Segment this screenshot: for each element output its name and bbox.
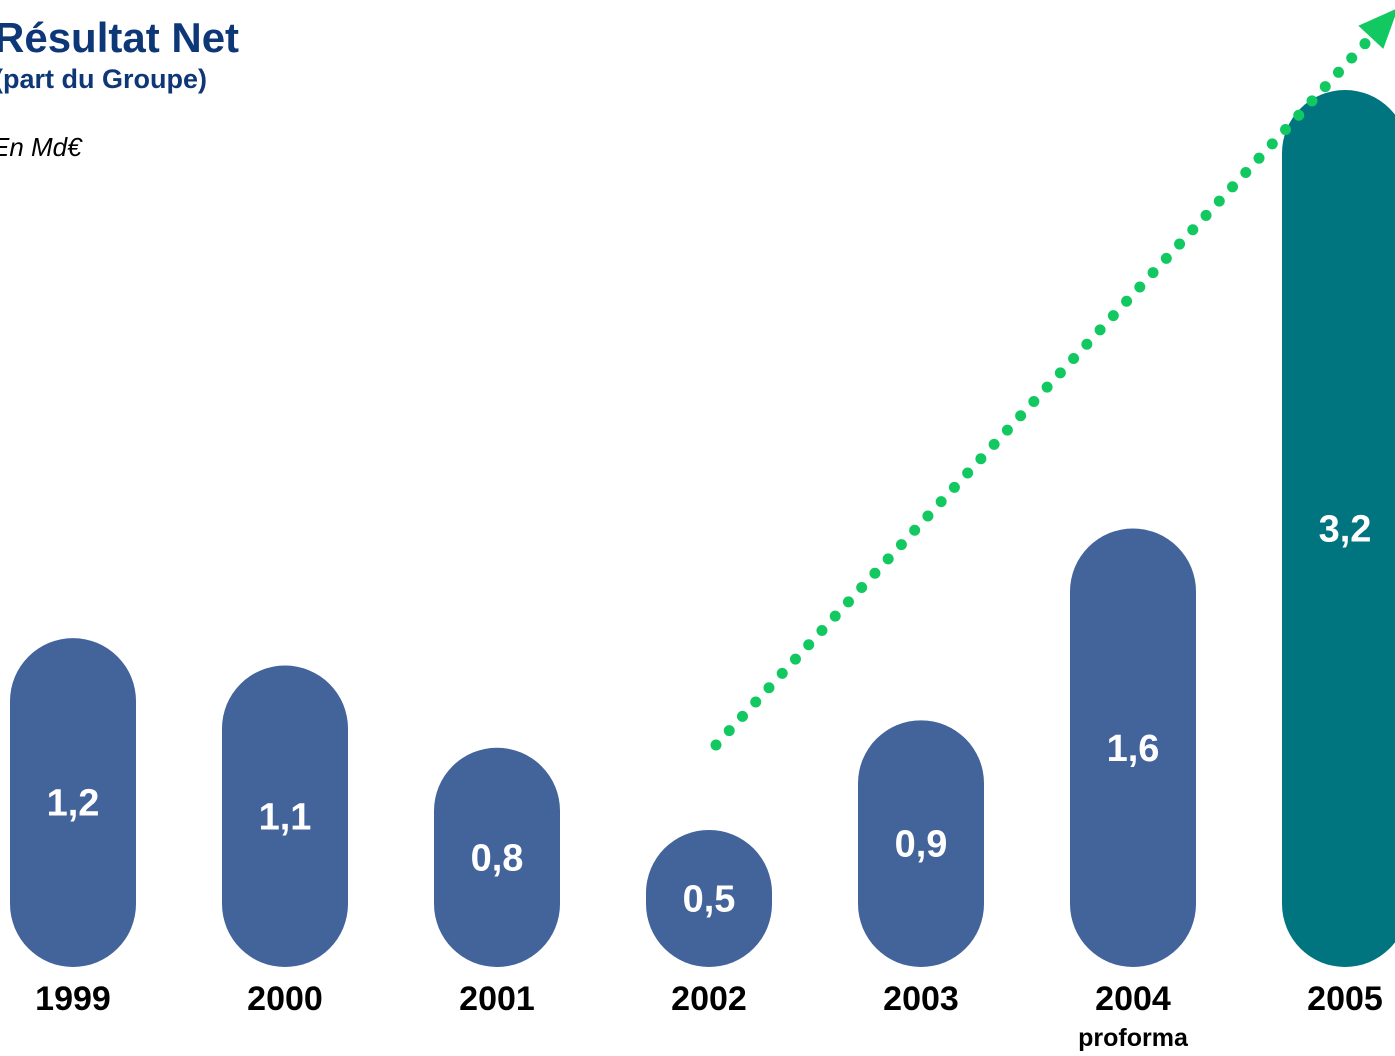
value-label-2005: 3,2 [1319,509,1372,551]
unit-label: En Md€ [0,132,82,162]
category-label-2001: 2001 [459,980,535,1018]
value-label-2004: 1,6 [1107,728,1160,770]
bars-layer [10,90,1395,967]
category-label-2004: 2004 [1095,980,1171,1018]
value-label-1999: 1,2 [47,783,100,825]
bar-2001 [434,747,560,967]
value-label-2000: 1,1 [259,796,312,838]
category-label-2005: 2005 [1307,980,1383,1018]
bar-1999 [10,638,136,967]
category-label-2000: 2000 [247,980,323,1018]
category-label-2003: 2003 [883,980,959,1018]
labels-layer: 1,2 1999 1,1 2000 0,8 2001 0,5 2002 0,9 2003 1,6 20… [35,509,1383,1053]
bar-2005 [1282,90,1395,967]
chart-subtitle: (part du Groupe) [0,64,207,94]
value-label-2001: 0,8 [471,837,524,879]
category-sublabel-2004: proforma [1078,1024,1189,1052]
category-label-2002: 2002 [671,980,747,1018]
chart-title: Résultat Net [0,14,240,61]
bar-2000 [222,665,348,967]
bar-2002 [646,829,772,967]
value-label-2002: 0,5 [683,878,736,920]
trend-arrowhead [1358,9,1395,49]
bar-2004 [1070,528,1196,967]
bar-2003 [858,720,984,967]
trend-arrow [710,9,1395,751]
value-label-2003: 0,9 [895,824,948,866]
category-label-1999: 1999 [35,980,111,1018]
trend-dotted-line [710,37,1371,751]
